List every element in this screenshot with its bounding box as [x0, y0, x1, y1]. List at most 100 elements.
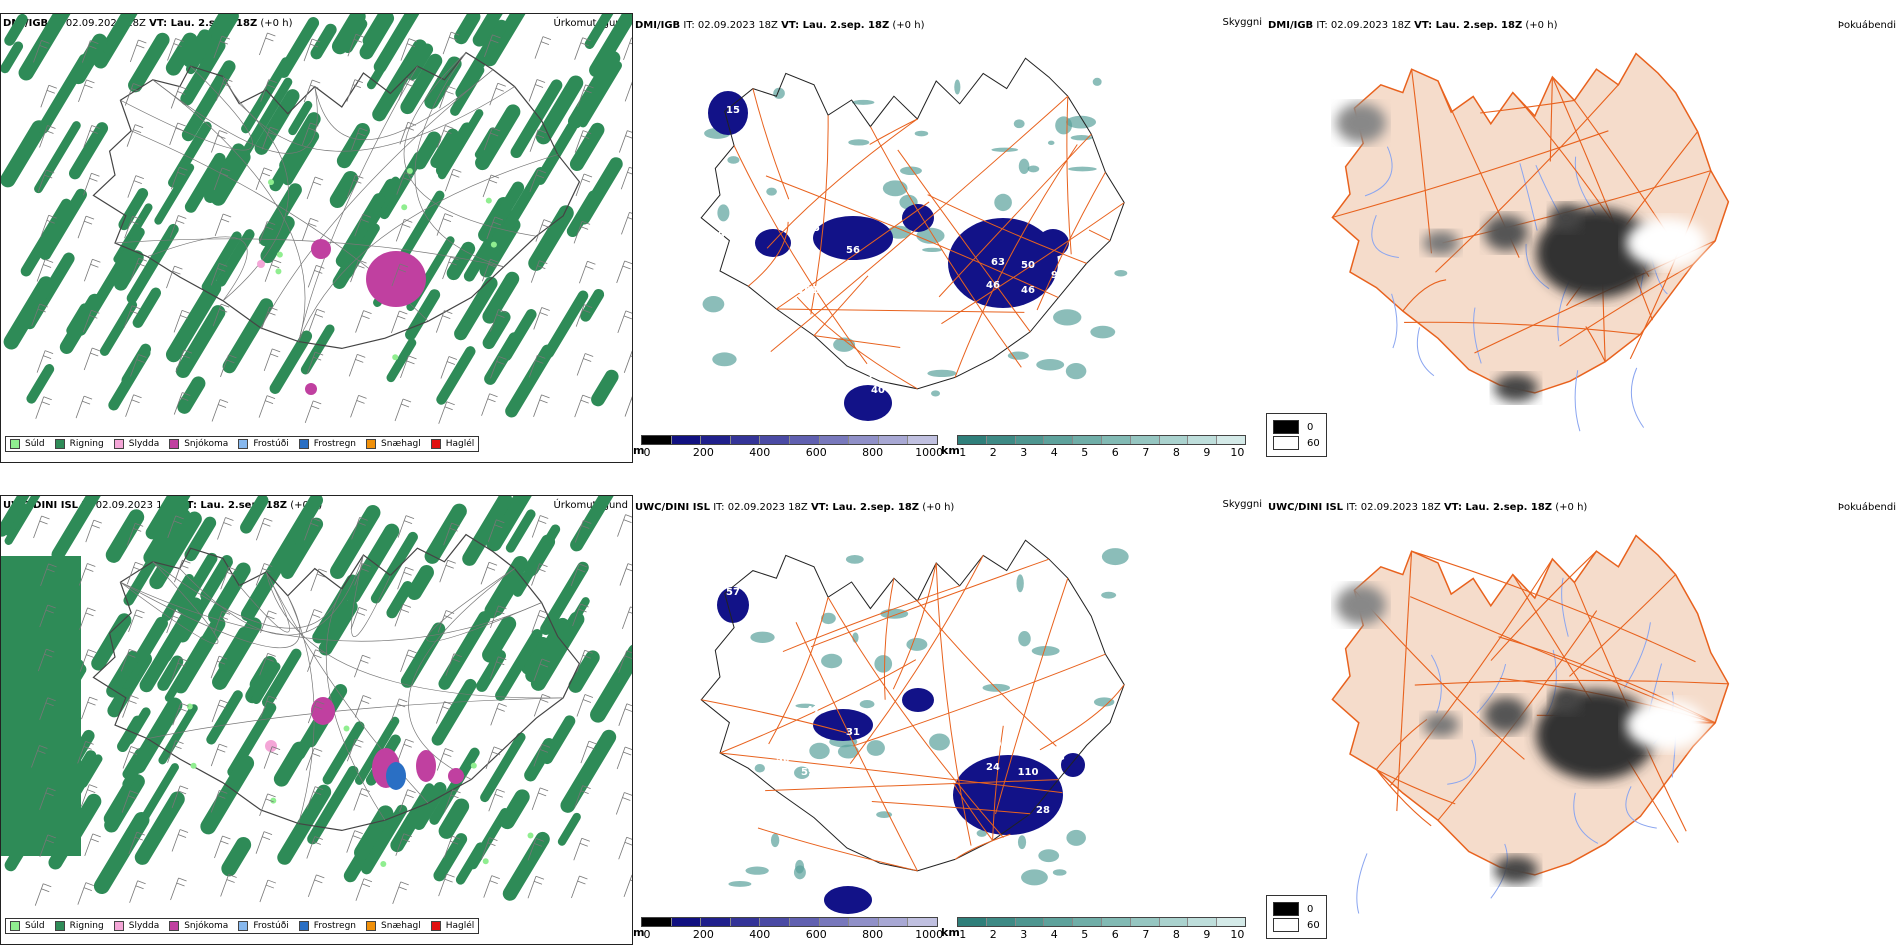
- rain-streak: [557, 812, 581, 846]
- visibility-value-label: 40: [871, 385, 885, 396]
- low-visibility-area: [1047, 140, 1055, 146]
- rain-streak: [4, 14, 28, 46]
- low-visibility-area: [880, 608, 909, 619]
- road: [408, 568, 515, 780]
- rain-streak: [273, 741, 307, 787]
- precip-legend-item: Haglél: [430, 921, 474, 931]
- road: [935, 562, 972, 846]
- legend-swatch: [169, 921, 180, 931]
- wind-barb: [83, 125, 100, 148]
- wind-barb: [533, 744, 551, 767]
- wind-barb: [535, 219, 553, 242]
- rain-streak: [210, 149, 251, 206]
- wind-barb: [303, 38, 321, 62]
- rain-streak: [370, 531, 418, 604]
- legend-label: Snæhagl: [381, 921, 421, 931]
- rain-streak: [158, 704, 198, 765]
- rain-streak: [424, 503, 467, 564]
- wind-barb: [36, 259, 54, 282]
- rain-streak: [139, 608, 196, 693]
- rain-streak: [430, 128, 459, 169]
- rain-streak: [180, 38, 226, 106]
- visibility-value-label: 59: [801, 767, 815, 778]
- rain-streak: [164, 635, 208, 702]
- rain-streak: [406, 43, 434, 81]
- precip-legend-item: Slydda: [113, 921, 159, 931]
- wind-barb: [399, 789, 416, 812]
- wind-barb: [533, 307, 550, 330]
- legend-label: Frostúði: [253, 439, 289, 449]
- model-name: UWC/DINI ISL: [635, 502, 711, 513]
- road: [314, 69, 494, 141]
- rain-streak: [484, 332, 521, 385]
- road: [776, 308, 1025, 313]
- road: [752, 88, 790, 200]
- precip-legend-item: Haglél: [430, 439, 474, 449]
- visibility-panel-bottom: UWC/DINI ISL IT: 02.09.2023 18Z VT: Lau.…: [633, 495, 1266, 945]
- wind-barb: [170, 877, 187, 901]
- wind-barb: [442, 256, 459, 280]
- low-visibility-area: [882, 180, 908, 197]
- rain-streak: [249, 656, 278, 692]
- wind-barb: [122, 746, 140, 769]
- rain-streak: [568, 650, 600, 693]
- wind-barb: [346, 174, 364, 198]
- fog-legend: 0 60: [1266, 895, 1327, 939]
- rain-streak: [576, 157, 623, 225]
- road: [1411, 550, 1696, 663]
- low-visibility-area: [1065, 363, 1087, 380]
- road: [222, 76, 515, 152]
- panel-header: DMI/IGB IT: 02.09.2023 18Z VT: Lau. 2.se…: [1268, 20, 1557, 31]
- rain-streak: [130, 697, 183, 774]
- low-visibility-area: [916, 227, 945, 244]
- wind-barb: [128, 831, 145, 855]
- wind-barb: [572, 603, 589, 627]
- init-time: IT: 02.09.2023 18Z: [51, 18, 146, 29]
- wind-barb: [175, 349, 193, 373]
- low-visibility-area: [1018, 631, 1031, 647]
- rain-streak: [567, 51, 621, 129]
- wind-barb: [259, 879, 277, 903]
- colorbar-tick-label: 7: [1142, 928, 1150, 941]
- road: [733, 145, 868, 365]
- rain-streak: [400, 53, 443, 115]
- panel-title: Þokuábendi: [1837, 502, 1896, 513]
- road: [1435, 84, 1619, 273]
- rain-streak: [476, 649, 506, 692]
- rain-streak: [113, 250, 144, 291]
- fog-legend: 0 60: [1266, 413, 1327, 457]
- wind-barb: [213, 35, 230, 59]
- rain-streak: [117, 715, 144, 753]
- wind-barb: [398, 77, 415, 101]
- road: [265, 571, 564, 699]
- rain-streak: [386, 581, 414, 619]
- wind-barb: [574, 394, 591, 418]
- wind-barb: [397, 738, 414, 762]
- wind-barb: [400, 38, 418, 61]
- init-time: IT: 02.09.2023 18Z: [1316, 20, 1411, 31]
- wind-barb: [436, 748, 454, 771]
- wind-barb: [623, 350, 632, 373]
- low-visibility-area: [766, 187, 777, 196]
- rain-streak: [93, 812, 150, 895]
- low-visibility-area: [922, 247, 943, 252]
- colorbar-ticks: 1 2 3 4 5 6 7 8 9 10: [957, 445, 1246, 459]
- wind-barb: [618, 130, 632, 153]
- drizzle-area: [401, 204, 408, 211]
- legend-swatch: [238, 439, 249, 449]
- wind-barb: [620, 166, 632, 190]
- precip-panel-top: DMI/IGB IT: 02.09.2023 18Z VT: Lau. 2.se…: [0, 13, 633, 463]
- visibility-value-label: 33: [776, 275, 790, 286]
- wind-barb: [350, 259, 367, 283]
- drizzle-area: [275, 268, 282, 275]
- rain-streak: [436, 346, 476, 405]
- colorbar-cell: [819, 918, 850, 926]
- road: [1088, 229, 1111, 242]
- valid-time: VT: Lau. 2.sep. 18Z: [810, 502, 920, 513]
- rain-streak: [431, 678, 477, 746]
- wind-barb: [575, 304, 593, 327]
- wind-barb: [484, 34, 501, 57]
- visibility-value-label: 47: [1021, 742, 1035, 753]
- wind-barb: [390, 698, 408, 722]
- wind-barb: [31, 303, 48, 327]
